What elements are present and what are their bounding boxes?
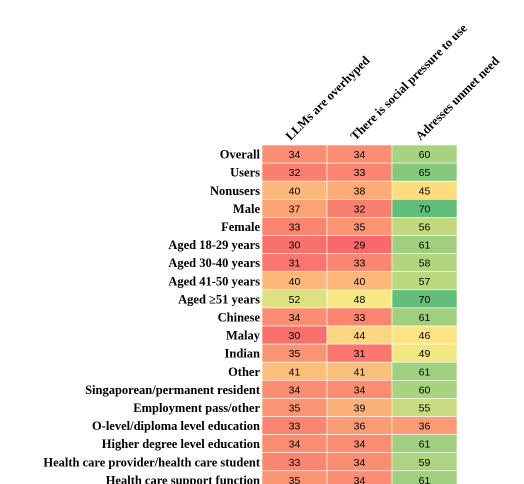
- cell-value-label: 31: [289, 258, 301, 270]
- cell-value-label: 70: [419, 203, 431, 215]
- cell-value-label: 52: [289, 294, 301, 306]
- cell-value-label: 40: [289, 185, 301, 197]
- row-label: Health care support function: [106, 473, 260, 484]
- cell-value-label: 57: [419, 276, 431, 288]
- cell-value-label: 33: [354, 167, 366, 179]
- cell-value-label: 37: [289, 203, 301, 215]
- cell-value-label: 61: [419, 366, 431, 378]
- row-label: Singaporean/permanent resident: [85, 383, 261, 397]
- heatmap-cells: 34 34 60 32 33 65 40 38 45 37 32 70 33 35 56 30 29 61 31 33…: [261, 144, 458, 484]
- cell-value-label: 32: [289, 167, 301, 179]
- row-label: Malay: [226, 329, 261, 343]
- cell-value-label: 61: [419, 240, 431, 252]
- cell-value-label: 34: [289, 384, 301, 396]
- cell-value-label: 61: [419, 439, 431, 451]
- cell-value-label: 35: [354, 221, 366, 233]
- row-label: Users: [230, 166, 260, 180]
- cell-value-label: 29: [354, 240, 366, 252]
- cell-value-label: 41: [289, 366, 301, 378]
- cell-value-label: 34: [289, 439, 301, 451]
- column-label: There is social pressure to use: [348, 21, 470, 143]
- cell-value-label: 55: [419, 402, 431, 414]
- cell-value-label: 44: [354, 330, 366, 342]
- cell-value-label: 58: [419, 258, 431, 270]
- cell-value-label: 31: [354, 348, 366, 360]
- cell-value-label: 70: [419, 294, 431, 306]
- row-label: Aged 30-40 years: [168, 256, 260, 270]
- cell-value-label: 60: [419, 149, 431, 161]
- cell-value-label: 61: [419, 475, 431, 484]
- cell-value-label: 39: [354, 402, 366, 414]
- row-label: Female: [221, 220, 260, 234]
- row-label: Health care provider/health care student: [43, 455, 260, 469]
- cell-value-label: 40: [289, 276, 301, 288]
- cell-value-label: 34: [354, 439, 366, 451]
- cell-value-label: 34: [354, 457, 366, 469]
- cell-value-label: 34: [354, 475, 366, 484]
- cell-value-label: 35: [289, 348, 301, 360]
- cell-value-label: 33: [354, 258, 366, 270]
- cell-value-label: 33: [354, 312, 366, 324]
- cell-value-label: 30: [289, 240, 301, 252]
- cell-value-label: 34: [354, 384, 366, 396]
- cell-value-label: 49: [419, 348, 431, 360]
- row-label: Overall: [220, 148, 261, 162]
- cell-value-label: 32: [354, 203, 366, 215]
- cell-value-label: 36: [419, 421, 431, 433]
- cell-value-label: 33: [289, 221, 301, 233]
- cell-value-label: 41: [354, 366, 366, 378]
- row-label: Chinese: [218, 310, 261, 324]
- row-labels: Overall Users Nonusers Male Female Aged 18-29…: [43, 148, 260, 484]
- row-label: Other: [228, 365, 260, 379]
- cell-value-label: 61: [419, 312, 431, 324]
- row-label: Aged 18-29 years: [168, 238, 260, 252]
- cell-value-label: 46: [419, 330, 431, 342]
- cell-value-label: 33: [289, 421, 301, 433]
- row-label: Nonusers: [210, 184, 260, 198]
- cell-value-label: 45: [419, 185, 431, 197]
- cell-value-label: 65: [419, 167, 431, 179]
- cell-value-label: 48: [354, 294, 366, 306]
- row-label: Male: [233, 202, 261, 216]
- cell-value-label: 56: [419, 221, 431, 233]
- cell-value-label: 33: [289, 457, 301, 469]
- row-label: Aged 41-50 years: [168, 274, 260, 288]
- cell-value-label: 35: [289, 402, 301, 414]
- cell-value-label: 38: [354, 185, 366, 197]
- cell-value-label: 30: [289, 330, 301, 342]
- cell-value-label: 36: [354, 421, 366, 433]
- cell-value-label: 40: [354, 276, 366, 288]
- row-label: O-level/diploma level education: [92, 419, 260, 433]
- row-label: Higher degree level education: [102, 437, 260, 451]
- row-label: Employment pass/other: [133, 401, 260, 415]
- cell-value-label: 34: [289, 149, 301, 161]
- cell-value-label: 59: [419, 457, 431, 469]
- cell-value-label: 34: [289, 312, 301, 324]
- cell-value-label: 34: [354, 149, 366, 161]
- heatmap-cell: [391, 470, 458, 484]
- row-label: Indian: [225, 347, 260, 361]
- row-label: Aged ≥51 years: [178, 292, 260, 306]
- cell-value-label: 35: [289, 475, 301, 484]
- cell-value-label: 60: [419, 384, 431, 396]
